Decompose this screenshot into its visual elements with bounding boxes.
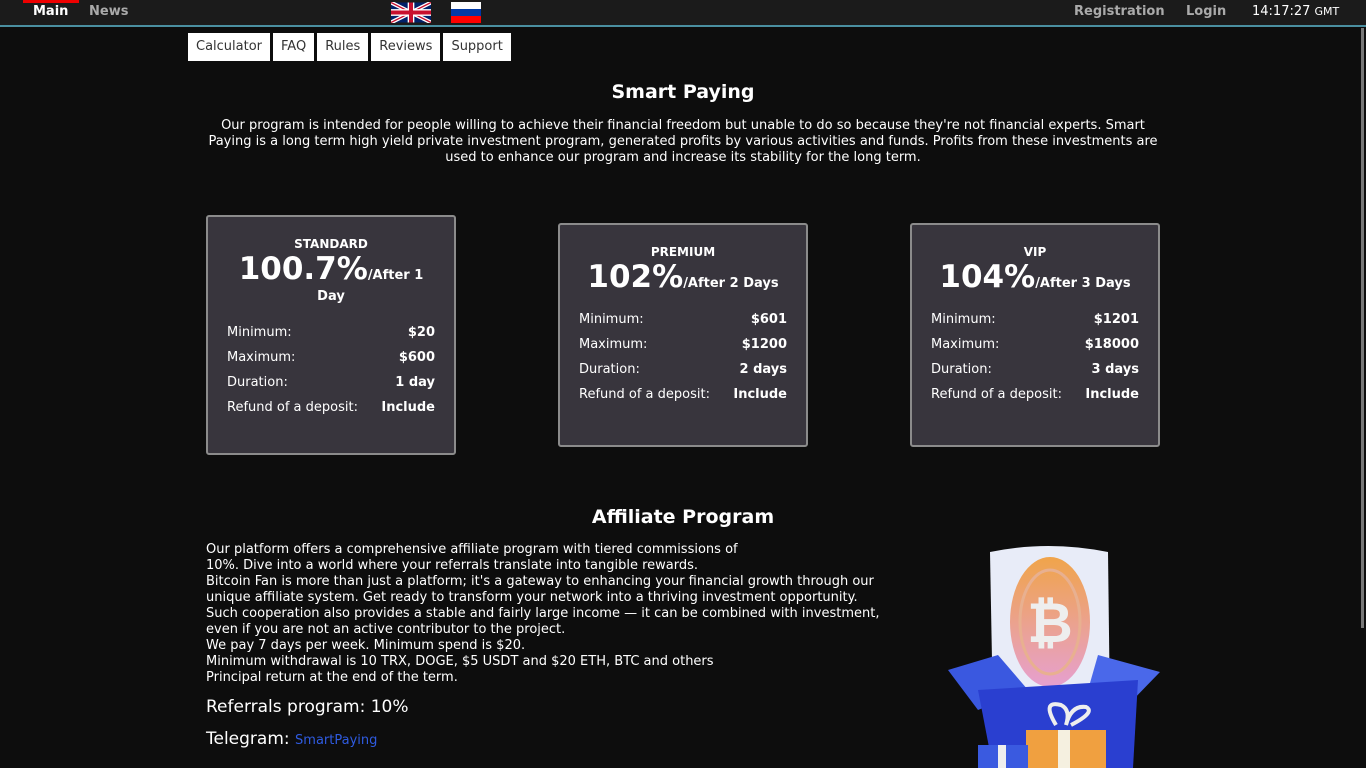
plan-row-value: 2 days <box>739 362 787 377</box>
plan-card-standard: STANDARD 100.7%/After 1 Day Minimum: $20 Ma… <box>206 215 456 455</box>
plan-row-label: Minimum: <box>931 312 996 327</box>
plan-row-label: Duration: <box>579 362 640 377</box>
referrals-program: Referrals program: 10% <box>206 697 409 717</box>
plan-row: Refund of a deposit: Include <box>579 387 787 412</box>
affiliate-line: unique affiliate system. Get ready to tr… <box>206 590 858 605</box>
plan-row-value: $20 <box>407 325 435 340</box>
calculator-link[interactable]: Calculator <box>188 33 271 61</box>
plan-term: /After 1 Day <box>317 268 424 304</box>
plan-row-value: $600 <box>398 350 435 365</box>
plan-row: Duration: 2 days <box>579 362 787 387</box>
clock-timezone: GMT <box>1314 5 1340 18</box>
plan-term: /After 3 Days <box>1035 276 1131 291</box>
plan-percent: 104% <box>939 259 1036 295</box>
rules-link[interactable]: Rules <box>317 33 369 61</box>
affiliate-line: 10%. Dive into a world where your referr… <box>206 558 699 573</box>
plan-row-value: Include <box>1085 387 1139 402</box>
plan-name: PREMIUM <box>650 245 716 259</box>
plan-row-value: 1 day <box>395 375 435 390</box>
plan-row-label: Maximum: <box>227 350 296 365</box>
plan-term: /After 2 Days <box>683 276 779 291</box>
plan-row-value: 3 days <box>1091 362 1139 377</box>
plan-percent: 102% <box>587 259 684 295</box>
affiliate-line: Principal return at the end of the term. <box>206 670 458 685</box>
affiliate-line: even if you are not an active contributo… <box>206 622 566 637</box>
plan-card-vip: VIP 104%/After 3 Days Minimum: $1201 Maximu… <box>910 223 1160 447</box>
plan-row-label: Duration: <box>931 362 992 377</box>
bitcoin-gift-illustration: ₿ <box>948 546 1160 768</box>
page-title: Smart Paying <box>611 81 755 103</box>
plan-row: Refund of a deposit: Include <box>931 387 1139 412</box>
plan-row: Maximum: $18000 <box>931 337 1139 362</box>
registration-link[interactable]: Registration <box>1074 4 1165 19</box>
clock: 14:17:27 GMT <box>1252 4 1339 19</box>
plan-row-label: Refund of a deposit: <box>579 387 710 402</box>
affiliate-line: Our platform offers a comprehensive affi… <box>206 542 738 557</box>
plan-row-label: Refund of a deposit: <box>931 387 1062 402</box>
plan-name: VIP <box>1023 245 1047 259</box>
plan-card-premium: PREMIUM 102%/After 2 Days Minimum: $601 Max… <box>558 223 808 447</box>
telegram-link[interactable]: SmartPaying <box>295 733 378 748</box>
nav-news[interactable]: News <box>89 4 129 19</box>
top-bar: Main News Registration Login 14:17:27 GM… <box>0 0 1366 27</box>
plan-row-value: $18000 <box>1084 337 1139 352</box>
telegram: Telegram: SmartPaying <box>206 729 377 749</box>
nav-main[interactable]: Main <box>33 4 69 19</box>
svg-text:₿: ₿ <box>1027 591 1073 656</box>
faq-link[interactable]: FAQ <box>273 33 315 61</box>
plan-row-value: $1201 <box>1093 312 1139 327</box>
plan-row-label: Minimum: <box>579 312 644 327</box>
plan-row-label: Refund of a deposit: <box>227 400 358 415</box>
reviews-link[interactable]: Reviews <box>371 33 441 61</box>
affiliate-line: We pay 7 days per week. Minimum spend is… <box>206 638 526 653</box>
plan-percent: 100.7% <box>238 251 368 287</box>
plan-rate: 100.7%/After 1 Day <box>227 254 435 307</box>
plan-name: STANDARD <box>294 237 368 251</box>
plan-row: Duration: 1 day <box>227 375 435 400</box>
uk-flag-icon[interactable] <box>391 2 431 23</box>
plan-row: Minimum: $1201 <box>931 312 1139 337</box>
clock-time: 14:17:27 <box>1252 4 1311 19</box>
support-link[interactable]: Support <box>443 33 511 61</box>
plan-row: Refund of a deposit: Include <box>227 400 435 425</box>
plan-rate: 104%/After 3 Days <box>931 262 1139 294</box>
scrollbar[interactable] <box>1361 28 1364 628</box>
plan-row-label: Maximum: <box>931 337 1000 352</box>
plan-row: Maximum: $600 <box>227 350 435 375</box>
plan-row-label: Duration: <box>227 375 288 390</box>
plan-rate: 102%/After 2 Days <box>579 262 787 294</box>
sub-navigation: Calculator FAQ Rules Reviews Support <box>188 33 511 61</box>
affiliate-title: Affiliate Program <box>591 506 775 528</box>
russia-flag-icon[interactable] <box>451 2 481 23</box>
intro-text: Our program is intended for people willi… <box>208 118 1158 165</box>
affiliate-line: Minimum withdrawal is 10 TRX, DOGE, $5 U… <box>206 654 714 669</box>
plan-row-value: Include <box>381 400 435 415</box>
affiliate-text: Our platform offers a comprehensive affi… <box>206 542 906 686</box>
plan-row-value: $1200 <box>741 337 787 352</box>
active-nav-marker <box>23 0 79 3</box>
affiliate-line: Bitcoin Fan is more than just a platform… <box>206 574 874 589</box>
plan-row: Minimum: $20 <box>227 325 435 350</box>
plan-row-label: Minimum: <box>227 325 292 340</box>
plan-row-value: Include <box>733 387 787 402</box>
plan-row: Maximum: $1200 <box>579 337 787 362</box>
affiliate-line: Such cooperation also provides a stable … <box>206 606 880 621</box>
telegram-label: Telegram: <box>206 729 290 749</box>
plan-row-value: $601 <box>750 312 787 327</box>
login-link[interactable]: Login <box>1186 4 1227 19</box>
plan-row: Duration: 3 days <box>931 362 1139 387</box>
plan-row-label: Maximum: <box>579 337 648 352</box>
plan-row: Minimum: $601 <box>579 312 787 337</box>
